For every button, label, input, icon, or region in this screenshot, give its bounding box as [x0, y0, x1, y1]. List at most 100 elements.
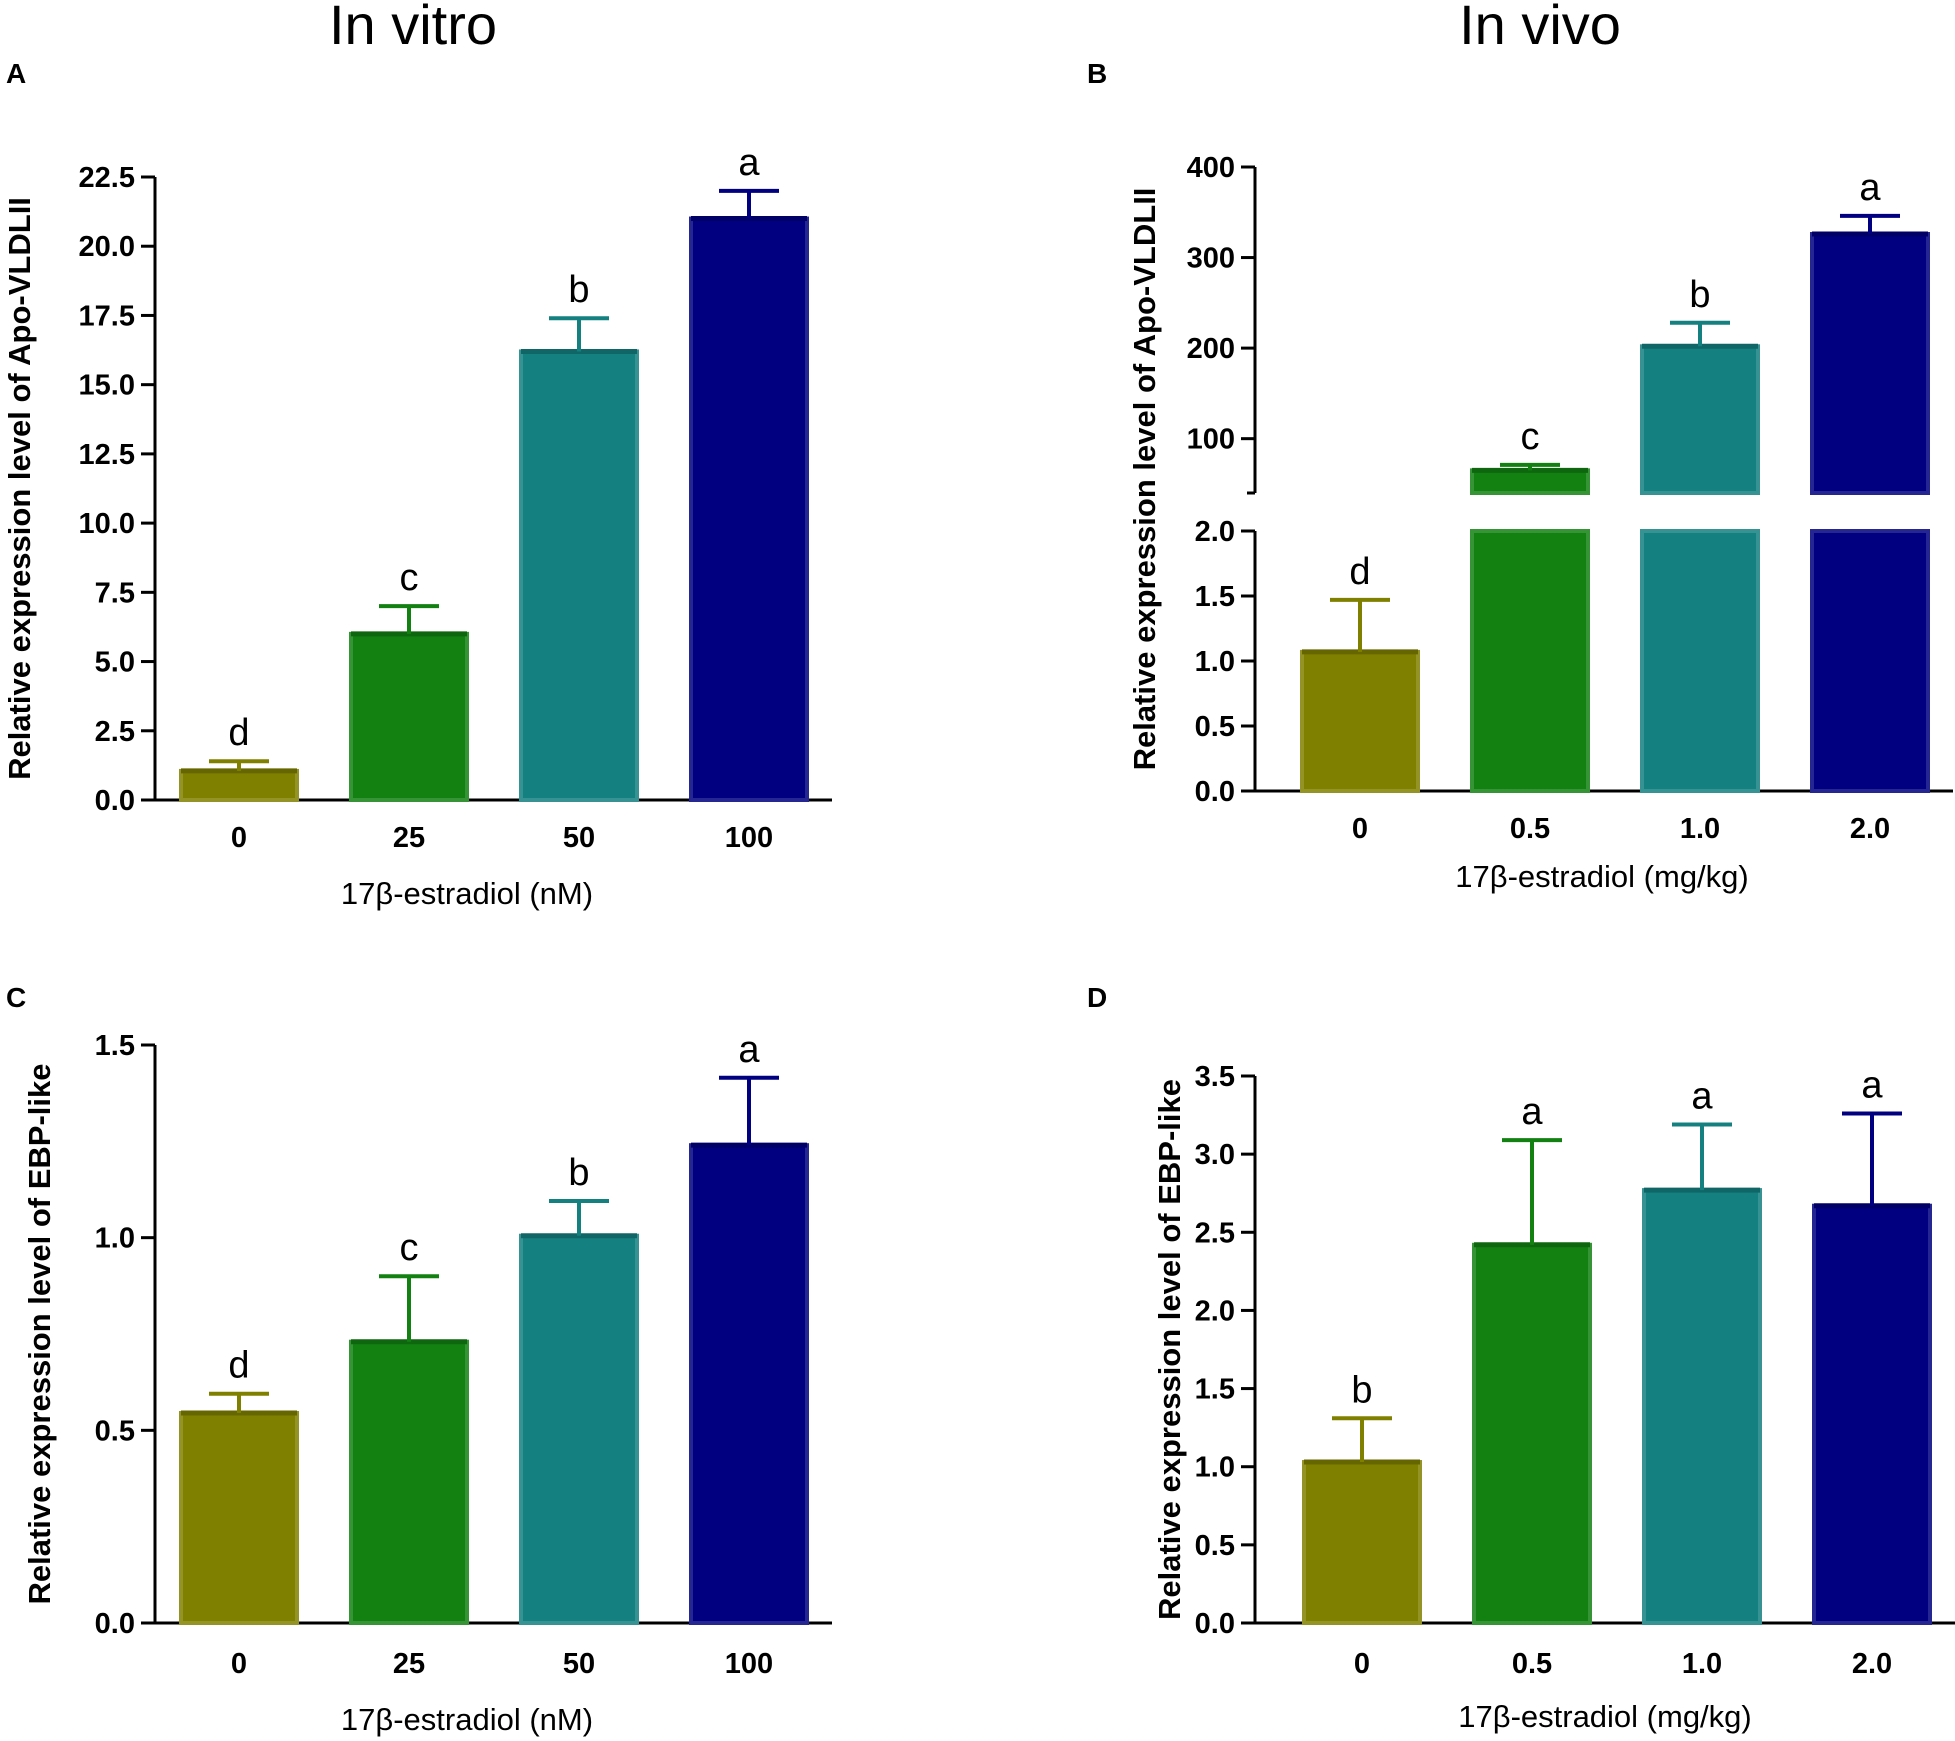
y-tick-label: 0.0 — [1195, 1608, 1235, 1640]
bar — [1300, 649, 1420, 794]
significance-label: b — [568, 1152, 589, 1194]
y-tick-label: 0.5 — [1195, 1530, 1235, 1562]
significance-label: b — [1689, 274, 1710, 316]
x-tick-label: 2.0 — [1850, 813, 1890, 845]
y-tick-label: 3.0 — [1195, 1139, 1235, 1171]
significance-label: d — [228, 1345, 249, 1387]
y-tick-label: 20.0 — [79, 231, 135, 263]
bar-upper-segment — [1470, 468, 1590, 496]
bar — [179, 1410, 299, 1625]
bar-lower-segment — [1810, 529, 1930, 793]
significance-label: b — [1351, 1369, 1372, 1411]
significance-label: d — [1349, 551, 1370, 593]
x-tick-label: 2.0 — [1852, 1648, 1892, 1680]
y-axis-title: Relative expression level of Apo-VLDLII — [2, 197, 37, 780]
bar — [519, 349, 639, 802]
bar-lower-segment — [1470, 529, 1590, 793]
y-axis-title: Relative expression level of Apo-VLDLII — [1127, 188, 1162, 771]
panel-letter: D — [1087, 982, 1107, 1013]
y-tick-label: 12.5 — [79, 439, 135, 471]
y-tick-label: 1.0 — [1195, 646, 1235, 678]
x-axis-title: 17β-estradiol (mg/kg) — [1455, 859, 1749, 894]
y-tick-label: 1.0 — [95, 1223, 135, 1255]
x-tick-label: 100 — [725, 1648, 773, 1680]
y-tick-label: 7.5 — [95, 577, 135, 609]
y-tick-label: 0.0 — [95, 785, 135, 817]
y-tick-label: 22.5 — [79, 162, 135, 194]
panel-letter: C — [6, 982, 26, 1013]
y-tick-label: 2.5 — [95, 716, 135, 748]
bar — [1472, 1242, 1592, 1625]
x-tick-label: 0 — [231, 822, 247, 854]
x-tick-label: 1.0 — [1680, 813, 1720, 845]
y-tick-label: 1.0 — [1195, 1452, 1235, 1484]
panel-c: C Relative expression level of EBP-like 17… — [6, 982, 832, 1737]
y-tick-label: 400 — [1187, 152, 1235, 184]
y-tick-label: 3.5 — [1195, 1061, 1235, 1093]
significance-label: a — [738, 142, 760, 184]
y-tick-label: 1.5 — [1195, 1374, 1235, 1406]
x-tick-label: 50 — [563, 1648, 595, 1680]
y-tick-label: 2.5 — [1195, 1217, 1235, 1249]
significance-label: a — [738, 1029, 760, 1071]
bar — [349, 1339, 469, 1625]
y-tick-label: 0.0 — [95, 1608, 135, 1640]
x-tick-label: 0.5 — [1512, 1648, 1552, 1680]
bar-upper-segment — [1810, 232, 1930, 495]
y-tick-label: 200 — [1187, 333, 1235, 365]
x-tick-label: 100 — [725, 822, 773, 854]
y-tick-label: 1.5 — [1195, 581, 1235, 613]
bar — [689, 1143, 809, 1625]
y-axis-title: Relative expression level of EBP-like — [1152, 1079, 1187, 1620]
significance-label: d — [228, 712, 249, 754]
significance-label: c — [400, 1227, 419, 1269]
significance-label: a — [1521, 1091, 1543, 1133]
bar-lower-segment — [1640, 529, 1760, 793]
panel-a: A Relative expression level of Apo-VLDLII… — [2, 58, 832, 911]
y-tick-label: 2.0 — [1195, 1295, 1235, 1327]
column-title-in-vivo: In vivo — [1459, 0, 1621, 56]
significance-label: a — [1691, 1075, 1713, 1117]
y-tick-label: 10.0 — [79, 508, 135, 540]
bar — [1302, 1460, 1422, 1626]
y-tick-label: 2.0 — [1195, 516, 1235, 548]
x-axis-title: 17β-estradiol (nM) — [341, 876, 593, 911]
x-tick-label: 25 — [393, 822, 425, 854]
x-tick-label: 25 — [393, 1648, 425, 1680]
bar — [519, 1233, 639, 1625]
y-tick-label: 0.5 — [1195, 711, 1235, 743]
x-tick-label: 0 — [231, 1648, 247, 1680]
bar — [1642, 1188, 1762, 1626]
bar — [1812, 1203, 1932, 1626]
significance-label: b — [568, 269, 589, 311]
y-axis-title: Relative expression level of EBP-like — [22, 1063, 57, 1604]
bar — [349, 631, 469, 802]
y-tick-label: 100 — [1187, 424, 1235, 456]
x-tick-label: 1.0 — [1682, 1648, 1722, 1680]
bar — [689, 216, 809, 803]
y-tick-label: 17.5 — [79, 300, 135, 332]
y-tick-label: 5.0 — [95, 647, 135, 679]
bar-upper-segment — [1640, 344, 1760, 495]
significance-label: a — [1861, 1065, 1883, 1107]
x-axis-title: 17β-estradiol (nM) — [341, 1702, 593, 1737]
column-title-in-vitro: In vitro — [329, 0, 497, 56]
bar — [179, 768, 299, 803]
significance-label: c — [1521, 416, 1540, 458]
y-tick-label: 0.5 — [95, 1415, 135, 1447]
x-tick-label: 0 — [1354, 1648, 1370, 1680]
panel-b: B Relative expression level of Apo-VLDLII… — [1087, 58, 1953, 894]
y-tick-label: 1.5 — [95, 1030, 135, 1062]
panel-d: D Relative expression level of EBP-like 17… — [1087, 982, 1955, 1734]
y-tick-label: 300 — [1187, 243, 1235, 275]
panel-letter: B — [1087, 58, 1107, 89]
y-tick-label: 0.0 — [1195, 776, 1235, 808]
y-tick-label: 15.0 — [79, 370, 135, 402]
x-tick-label: 0.5 — [1510, 813, 1550, 845]
significance-label: a — [1859, 167, 1881, 209]
significance-label: c — [400, 557, 419, 599]
panel-letter: A — [6, 58, 26, 89]
x-tick-label: 0 — [1352, 813, 1368, 845]
x-tick-label: 50 — [563, 822, 595, 854]
